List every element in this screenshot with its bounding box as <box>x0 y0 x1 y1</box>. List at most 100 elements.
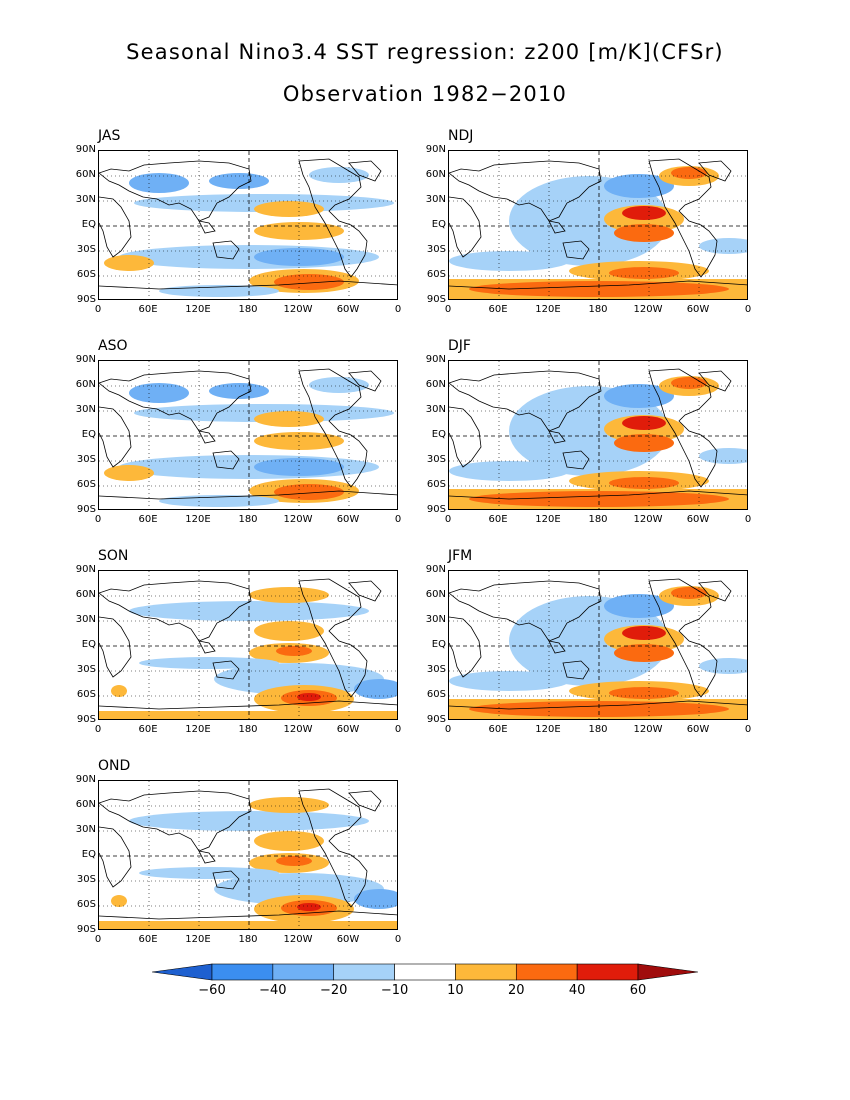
lat-tick-label: 60N <box>75 589 96 600</box>
lon-tick-label: 60E <box>138 514 158 525</box>
lon-tick-label: 0 <box>394 304 402 315</box>
regression-map <box>448 360 748 510</box>
lat-tick-label: 60N <box>75 169 96 180</box>
lon-tick-label: 0 <box>394 934 402 945</box>
lon-tick-label: 0 <box>744 514 752 525</box>
lat-tick-label: 30S <box>76 454 96 465</box>
map-panel-ond: OND 90N 60N 30N EQ 30S 60S 90S 0 60E 120E 180 120W 6… <box>66 758 401 963</box>
lon-tick-label: 60E <box>488 514 508 525</box>
lon-tick-label: 0 <box>744 304 752 315</box>
lon-tick-label: 0 <box>444 724 452 735</box>
regression-map <box>98 780 398 930</box>
lon-tick-label: 120E <box>185 934 211 945</box>
lon-tick-label: 60W <box>686 724 710 735</box>
panel-season-label: JAS <box>98 128 121 144</box>
colorbar-level-label: −10 <box>380 983 409 998</box>
lon-tick-label: 120E <box>535 514 561 525</box>
lon-tick-label: 60W <box>336 304 360 315</box>
lon-tick-label: 120W <box>283 724 313 735</box>
lat-tick-label: EQ <box>431 429 446 440</box>
lon-tick-label: 120W <box>633 724 663 735</box>
colorbar-level-label: −60 <box>198 983 226 998</box>
map-panel-son: SON 90N 60N 30N EQ 30S 60S 90S 0 60E 120E 180 120W 6… <box>66 548 401 753</box>
lat-tick-label: 90N <box>425 144 446 155</box>
lat-tick-label: 60S <box>76 479 96 490</box>
lon-tick-label: 120E <box>185 724 211 735</box>
lat-tick-label: 30S <box>426 244 446 255</box>
lon-tick-label: 120E <box>535 304 561 315</box>
lon-tick-label: 180 <box>238 304 258 315</box>
map-panel-djf: DJF 90N 60N 30N EQ 30S 60S 90S 0 60E 120E 180 120W 6… <box>416 338 751 543</box>
lat-tick-label: 90S <box>426 294 446 305</box>
lat-tick-label: 90N <box>75 144 96 155</box>
lon-tick-label: 0 <box>744 724 752 735</box>
lon-tick-label: 0 <box>94 724 102 735</box>
lon-tick-label: 0 <box>94 934 102 945</box>
figure-subtitle: Observation 1982−2010 <box>282 82 568 106</box>
lon-tick-label: 60W <box>686 304 710 315</box>
regression-map <box>98 150 398 300</box>
lat-tick-label: 60N <box>425 169 446 180</box>
lat-tick-label: 60S <box>426 479 446 490</box>
lat-tick-label: 30N <box>425 404 446 415</box>
lon-tick-label: 120W <box>283 934 313 945</box>
lon-tick-label: 180 <box>238 934 258 945</box>
colorbar-bin <box>211 963 274 981</box>
panel-season-label: DJF <box>448 338 471 354</box>
regression-map <box>98 360 398 510</box>
lon-tick-label: 120W <box>633 304 663 315</box>
lon-tick-label: 120E <box>185 304 211 315</box>
lat-tick-label: 30N <box>425 194 446 205</box>
lat-tick-label: 90N <box>425 564 446 575</box>
panel-season-label: ASO <box>98 338 128 354</box>
panel-season-label: JFM <box>448 548 473 564</box>
lat-tick-label: 90N <box>75 774 96 785</box>
lat-tick-label: 30S <box>76 664 96 675</box>
lat-tick-label: 30S <box>76 244 96 255</box>
lat-tick-label: 90S <box>426 504 446 515</box>
colorbar <box>152 963 698 981</box>
lon-tick-label: 0 <box>94 514 102 525</box>
lat-tick-label: 90N <box>75 564 96 575</box>
lon-tick-label: 120W <box>283 304 313 315</box>
lat-tick-label: 60S <box>76 269 96 280</box>
lat-tick-label: 90S <box>76 294 96 305</box>
figure-title: Seasonal Nino3.4 SST regression: z200 [m… <box>126 40 724 64</box>
lat-tick-label: 60S <box>426 269 446 280</box>
lat-tick-label: EQ <box>81 849 96 860</box>
lon-tick-label: 60W <box>336 724 360 735</box>
lat-tick-label: 60N <box>75 799 96 810</box>
lat-tick-label: EQ <box>431 639 446 650</box>
regression-map <box>98 570 398 720</box>
lat-tick-label: 90S <box>76 714 96 725</box>
lat-tick-label: 30S <box>76 874 96 885</box>
lat-tick-label: 60N <box>425 379 446 390</box>
lon-tick-label: 60E <box>488 304 508 315</box>
lat-tick-label: 30N <box>75 404 96 415</box>
colorbar-level-label: 40 <box>568 983 586 998</box>
lon-tick-label: 120E <box>535 724 561 735</box>
colorbar-level-label: 20 <box>508 983 525 998</box>
regression-map <box>448 570 748 720</box>
lat-tick-label: 60S <box>76 689 96 700</box>
lat-tick-label: EQ <box>81 639 96 650</box>
colorbar-bin <box>333 963 395 981</box>
lon-tick-label: 60W <box>336 934 360 945</box>
map-panel-jfm: JFM 90N 60N 30N EQ 30S 60S 90S 0 60E 120E 180 120W 6… <box>416 548 751 753</box>
lon-tick-label: 60W <box>336 514 360 525</box>
lon-tick-label: 60E <box>138 724 158 735</box>
colorbar-level-label: −20 <box>319 983 348 998</box>
colorbar-bin <box>455 963 517 981</box>
lon-tick-label: 180 <box>588 304 608 315</box>
map-panel-ndj: NDJ 90N 60N 30N EQ 30S 60S 90S 0 60E 120E 180 120W 6… <box>416 128 751 333</box>
lon-tick-label: 0 <box>394 514 402 525</box>
lat-tick-label: 30S <box>426 454 446 465</box>
lat-tick-label: 90N <box>75 354 96 365</box>
map-panel-aso: ASO 90N 60N 30N EQ 30S 60S 90S 0 60E 120E 180 120W 6… <box>66 338 401 543</box>
colorbar-bin <box>576 963 639 981</box>
lon-tick-label: 0 <box>444 304 452 315</box>
lon-tick-label: 180 <box>238 514 258 525</box>
lon-tick-label: 120W <box>633 514 663 525</box>
lat-tick-label: 30N <box>75 824 96 835</box>
colorbar-level-label: 60 <box>629 983 647 998</box>
